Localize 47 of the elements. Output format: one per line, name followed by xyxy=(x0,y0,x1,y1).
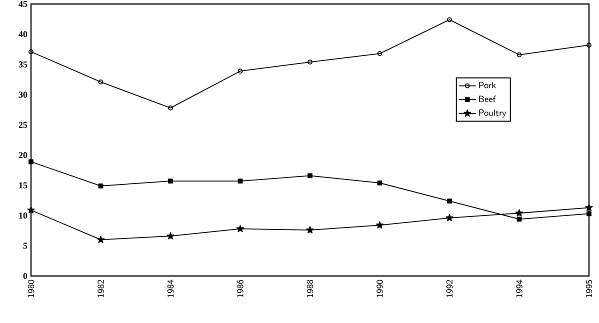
x-tick-label: 1994 xyxy=(516,280,522,298)
point xyxy=(377,51,382,56)
point xyxy=(447,198,452,204)
y-tick-label: 10 xyxy=(19,212,28,219)
point xyxy=(447,17,452,22)
y-tick-label: 20 xyxy=(18,152,28,158)
y-tick-label: 40 xyxy=(18,31,28,38)
point xyxy=(516,52,522,58)
y-tick-label: 15 xyxy=(19,182,28,188)
x-tick-label: 1986 xyxy=(237,280,244,298)
point xyxy=(166,232,174,240)
point xyxy=(96,236,105,244)
point xyxy=(586,211,592,216)
point xyxy=(585,204,593,211)
legend-label: Beef xyxy=(479,96,496,102)
point xyxy=(446,214,454,222)
y-tick-label: 25 xyxy=(18,122,28,128)
point xyxy=(98,80,104,84)
y-tick-label: 45 xyxy=(18,0,28,8)
point xyxy=(308,173,312,178)
legend-label: Pork xyxy=(479,82,496,88)
y-tick-label: 35 xyxy=(18,61,28,68)
x-tick-label: 1992 xyxy=(446,280,453,298)
x-tick-label: 1988 xyxy=(306,280,314,298)
point xyxy=(27,206,35,214)
point xyxy=(28,159,34,164)
point xyxy=(238,178,243,184)
y-tick-label: 0 xyxy=(23,272,28,280)
x-tick-label: 1984 xyxy=(167,280,174,298)
y-tick-label: 30 xyxy=(18,92,28,98)
legend-label: Poultry xyxy=(479,110,506,118)
x-tick-label: 1982 xyxy=(98,280,104,298)
x-tick-label: 1990 xyxy=(376,280,383,298)
x-tick-label: 1995 xyxy=(586,280,592,298)
point xyxy=(306,226,314,234)
point xyxy=(168,106,173,110)
x-tick-label: 1980 xyxy=(28,280,34,298)
point xyxy=(376,221,384,228)
point xyxy=(516,216,522,222)
point xyxy=(236,224,244,232)
point xyxy=(238,68,243,74)
y-tick-label: 5 xyxy=(23,242,28,249)
point xyxy=(515,209,524,216)
point xyxy=(308,60,312,64)
point xyxy=(168,178,173,184)
point xyxy=(98,183,104,188)
point xyxy=(377,180,382,186)
